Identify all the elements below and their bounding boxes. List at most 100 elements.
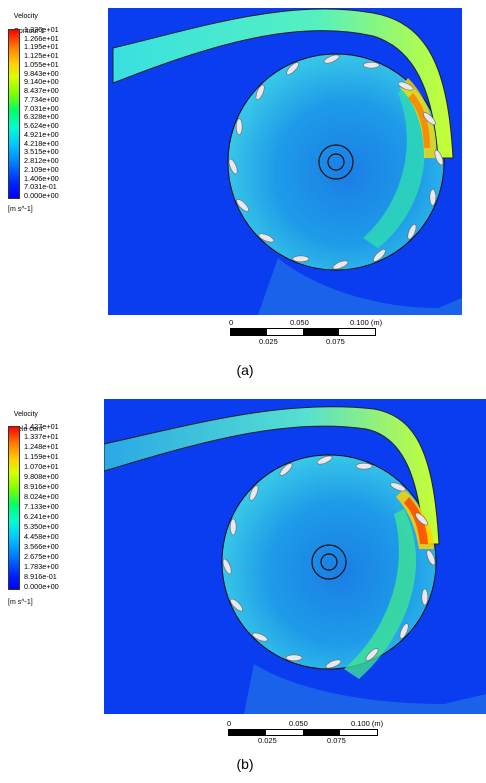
legend-tick-label: 9.140e+00 [24,77,59,87]
legend-title-line-1: Velocity [13,410,38,418]
legend-tick-label: 7.031e-01 [24,182,57,192]
contour-plot [104,399,486,714]
legend-tick-label: 5.624e+00 [24,121,59,131]
legend-tick-label: 1.195e+01 [24,42,59,52]
legend-title-line-1: Velocity [13,12,38,20]
legend-tick-label: 1.159e+01 [24,452,59,461]
legend-tick-label: 6.328e+00 [24,112,59,122]
legend-tick-label: 0.000e+00 [24,191,59,200]
legend-tick-label: 8.916e-01 [24,572,57,581]
runner-blade [230,598,243,612]
legend-unit: [m s^-1] [8,206,33,213]
panel-b: Velocity Velo cont 1.427e+01 1.337e+01 1.2… [0,393,486,783]
legend-tick-label: 4.218e+00 [24,138,59,148]
runner-blade [286,62,299,75]
contour-plot [108,8,462,315]
hub-outer-ring [311,544,347,580]
runner-blade [236,199,249,212]
caption-b: (b) [236,756,254,772]
legend-title-line-2: Contour 1 [13,27,45,35]
legend-tick-label: 8.916e+00 [24,482,59,491]
legend-tick-label: 1.070e+01 [24,462,59,471]
runner-blade [429,189,437,206]
legend-tick-label: 8.437e+00 [24,86,59,96]
streak-region [363,83,425,248]
velocity-contour-field [104,399,486,714]
scale-bar: 0 0.050 0.100 (m) 0.025 0.075 [226,318,386,348]
legend-tick-label: 1.406e+00 [24,173,59,183]
scale-label-075: 0.075 [326,337,345,346]
velocity-contour-field [108,8,462,315]
legend-tick-label: 4.921e+00 [24,129,59,139]
color-legend-bar [8,426,20,590]
legend-title: Velocity Velo cont [6,403,43,441]
jet-peak-zone [408,93,430,148]
scale-label-025: 0.025 [259,337,278,346]
runner-blade [397,81,414,91]
scale-label-0: 0 [227,719,232,728]
runner-blade [222,558,232,575]
legend-tick-label: 3.566e+00 [24,542,59,551]
runner-blade [235,118,243,135]
scale-label-100: 0.100 (m) [351,719,384,728]
scale-label-050: 0.050 [290,318,309,327]
runner-blade [407,223,417,240]
scale-bar-graphic [230,328,376,336]
scale-label-050: 0.050 [289,719,308,728]
runner-blade [252,632,268,642]
runner-blade [365,648,379,661]
hub-inner-ring [320,553,338,571]
legend-tick-label: 7.031e+00 [24,103,59,113]
legend-tick-label: 1.427e+01 [24,422,59,431]
runner-blade [279,463,293,476]
legend-tick-label: 1.055e+01 [24,59,59,69]
runner-blade [399,623,409,639]
legend-tick-label: 2.812e+00 [24,156,59,166]
legend-tick-label: 2.675e+00 [24,552,59,561]
runner-blade [415,512,428,526]
legend-tick-label: 1.337e+01 [24,432,59,441]
outflow-region [244,664,486,714]
legend-tick-label: 7.133e+00 [24,502,59,511]
runner-blade [228,158,238,175]
caption-a: (a) [236,362,254,378]
legend-tick-label: 9.808e+00 [24,472,59,481]
scale-label-0: 0 [229,318,234,327]
runner-blade [285,654,303,662]
runner-blade [292,255,309,263]
hub-outer-ring [318,144,354,180]
runner-blades [228,54,444,270]
scale-bar: 0 0.050 0.100 (m) 0.025 0.075 [224,719,394,749]
runner-blade [325,659,342,669]
legend-tick-label: 1.125e+01 [24,51,59,61]
runner-blade [426,549,436,566]
runner-blade [255,84,265,101]
legend-tick-label: 8.024e+00 [24,492,59,501]
outflow-region [258,258,462,315]
legend-tick-label: 6.241e+00 [24,512,59,521]
legend-tick-label: 5.350e+00 [24,522,59,531]
streak-region [344,509,417,679]
scale-label-075: 0.075 [327,736,346,745]
hub-inner-ring [327,153,345,171]
legend-tick-label: 1.266e+01 [24,33,59,43]
panel-a: Velocity Contour 1 1.336e+01 1.266e+01 1.1… [0,0,486,391]
legend-title: Velocity Contour 1 [6,5,45,43]
legend-tick-label: 9.843e+00 [24,68,59,78]
scale-bar-graphic [228,729,378,736]
legend-tick-label: 2.109e+00 [24,164,59,174]
legend-title-line-2: Velo cont [13,425,43,433]
runner-blade [362,61,380,69]
legend-tick-label: 0.000e+00 [24,582,59,591]
runner-blade [390,482,406,492]
runner-blade [258,233,275,243]
scale-label-100: 0.100 (m) [350,318,383,327]
runner-blade [434,149,444,166]
runner-blade [423,112,436,125]
runner-blade [373,249,386,262]
legend-tick-label: 4.458e+00 [24,532,59,541]
runner-blade [229,518,237,536]
runner-blade [323,54,340,64]
runner-blade [316,455,333,465]
runner-circle [221,454,437,670]
